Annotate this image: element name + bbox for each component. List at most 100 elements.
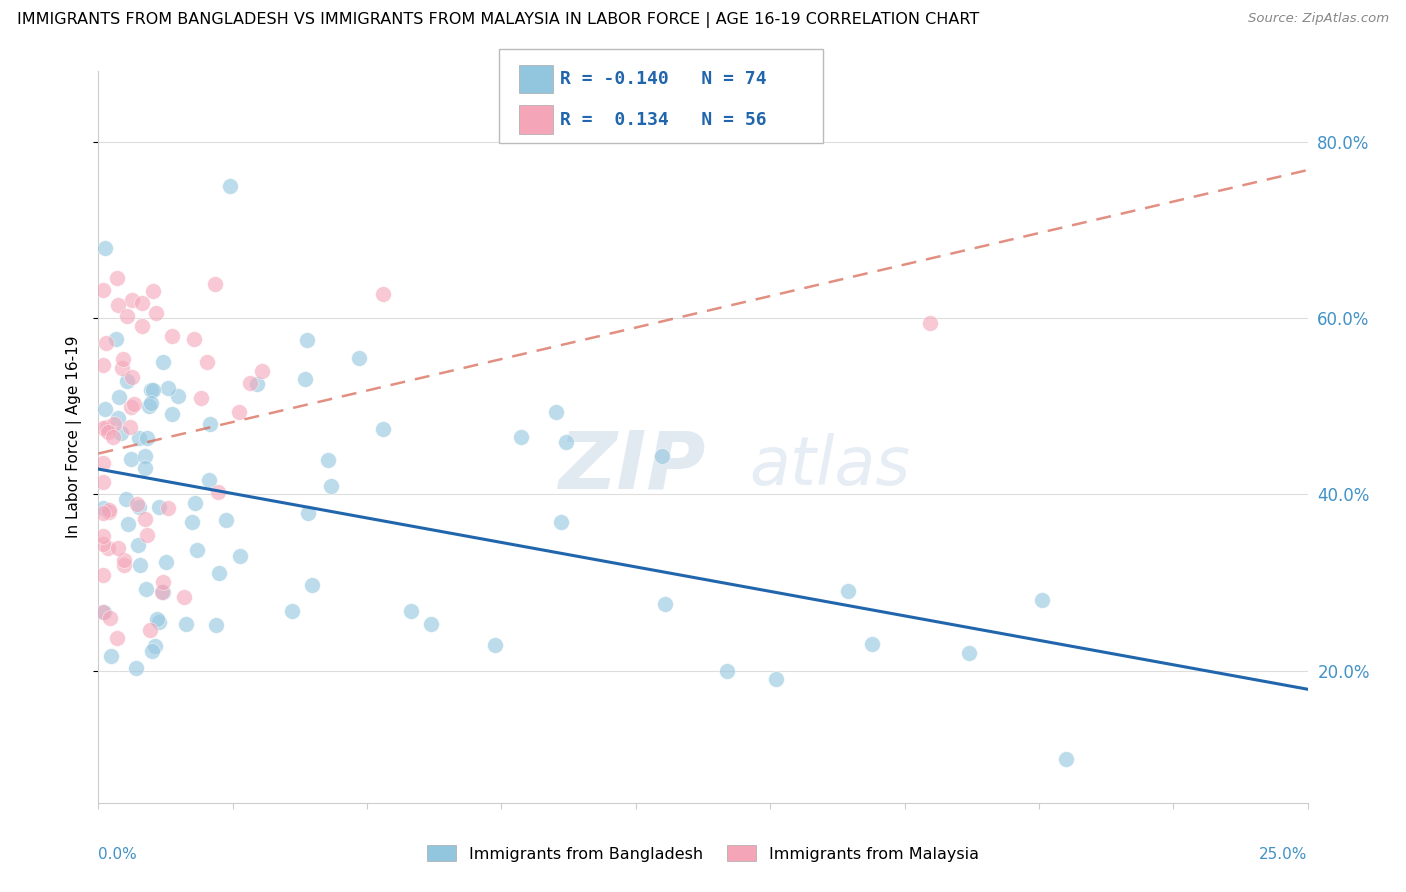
Point — [97, 425, 120, 439]
Point — [91, 567, 114, 582]
Point — [148, 615, 170, 630]
Point — [316, 453, 339, 467]
Point — [139, 623, 162, 637]
Text: ZIP: ZIP — [558, 427, 706, 506]
Point — [114, 492, 136, 507]
Point — [141, 644, 163, 658]
Point — [1031, 593, 1053, 607]
Point — [183, 496, 205, 510]
Point — [484, 638, 506, 652]
Point — [94, 402, 117, 417]
Point — [167, 389, 190, 403]
Point — [105, 271, 128, 285]
Point — [190, 391, 212, 405]
Point — [239, 376, 262, 391]
Point — [228, 405, 250, 419]
Point — [401, 604, 423, 618]
Point — [91, 506, 114, 520]
Point — [920, 316, 942, 330]
Point — [321, 479, 343, 493]
Point — [186, 542, 208, 557]
Point — [152, 355, 174, 369]
Point — [91, 421, 114, 435]
Point — [112, 552, 135, 566]
Point — [134, 450, 156, 464]
Point — [162, 407, 184, 421]
Point — [97, 502, 120, 516]
Point — [120, 452, 142, 467]
Point — [160, 328, 183, 343]
Point — [138, 399, 160, 413]
Point — [152, 574, 174, 589]
Point — [129, 558, 152, 572]
Text: R =  0.134   N = 56: R = 0.134 N = 56 — [560, 111, 766, 128]
Point — [114, 558, 136, 572]
Text: Source: ZipAtlas.com: Source: ZipAtlas.com — [1249, 12, 1389, 25]
Point — [252, 364, 274, 378]
Point — [91, 606, 114, 620]
Point — [104, 332, 127, 346]
Point — [117, 309, 139, 323]
Point — [131, 296, 153, 310]
Point — [1054, 752, 1077, 766]
Point — [111, 352, 134, 367]
Point — [860, 637, 883, 651]
Point — [135, 431, 157, 445]
Point — [107, 298, 129, 312]
Point — [91, 501, 114, 516]
Point — [716, 664, 738, 678]
Point — [145, 306, 167, 320]
Point — [98, 505, 121, 519]
Point — [120, 400, 142, 414]
Point — [371, 287, 394, 301]
Point — [139, 383, 162, 397]
Point — [107, 410, 129, 425]
Point — [121, 370, 143, 384]
Point — [91, 475, 114, 489]
Point — [246, 377, 269, 392]
Point — [765, 673, 787, 687]
Point — [122, 397, 145, 411]
Point — [281, 604, 304, 618]
Point — [198, 473, 221, 487]
Point — [134, 461, 156, 475]
Point — [142, 284, 165, 298]
Point — [94, 335, 117, 350]
Point — [128, 500, 150, 515]
Point — [180, 516, 202, 530]
Point — [91, 456, 114, 470]
Point — [94, 241, 117, 255]
Point — [139, 395, 162, 409]
Point — [135, 528, 157, 542]
Point — [128, 431, 150, 445]
Point — [654, 597, 676, 611]
Point — [204, 277, 226, 291]
Point — [91, 537, 114, 551]
Point — [156, 381, 179, 395]
Point — [91, 284, 114, 298]
Point — [107, 541, 129, 556]
Point — [135, 582, 157, 597]
Point — [91, 529, 114, 543]
Point — [156, 501, 179, 516]
Point — [294, 371, 316, 385]
Point — [555, 434, 578, 449]
Point — [117, 517, 139, 532]
Point — [108, 391, 131, 405]
Point — [152, 584, 174, 599]
Point — [510, 430, 533, 444]
Point — [93, 605, 115, 619]
Text: IMMIGRANTS FROM BANGLADESH VS IMMIGRANTS FROM MALAYSIA IN LABOR FORCE | AGE 16-1: IMMIGRANTS FROM BANGLADESH VS IMMIGRANTS… — [17, 12, 979, 28]
Point — [100, 649, 122, 664]
Point — [173, 591, 195, 605]
Point — [349, 351, 371, 365]
Point — [150, 585, 173, 599]
Point — [91, 358, 114, 372]
Point — [118, 420, 141, 434]
Point — [957, 646, 980, 660]
Point — [134, 511, 156, 525]
Point — [297, 333, 319, 347]
Point — [111, 361, 134, 376]
Text: atlas: atlas — [749, 434, 910, 500]
Point — [110, 425, 132, 440]
